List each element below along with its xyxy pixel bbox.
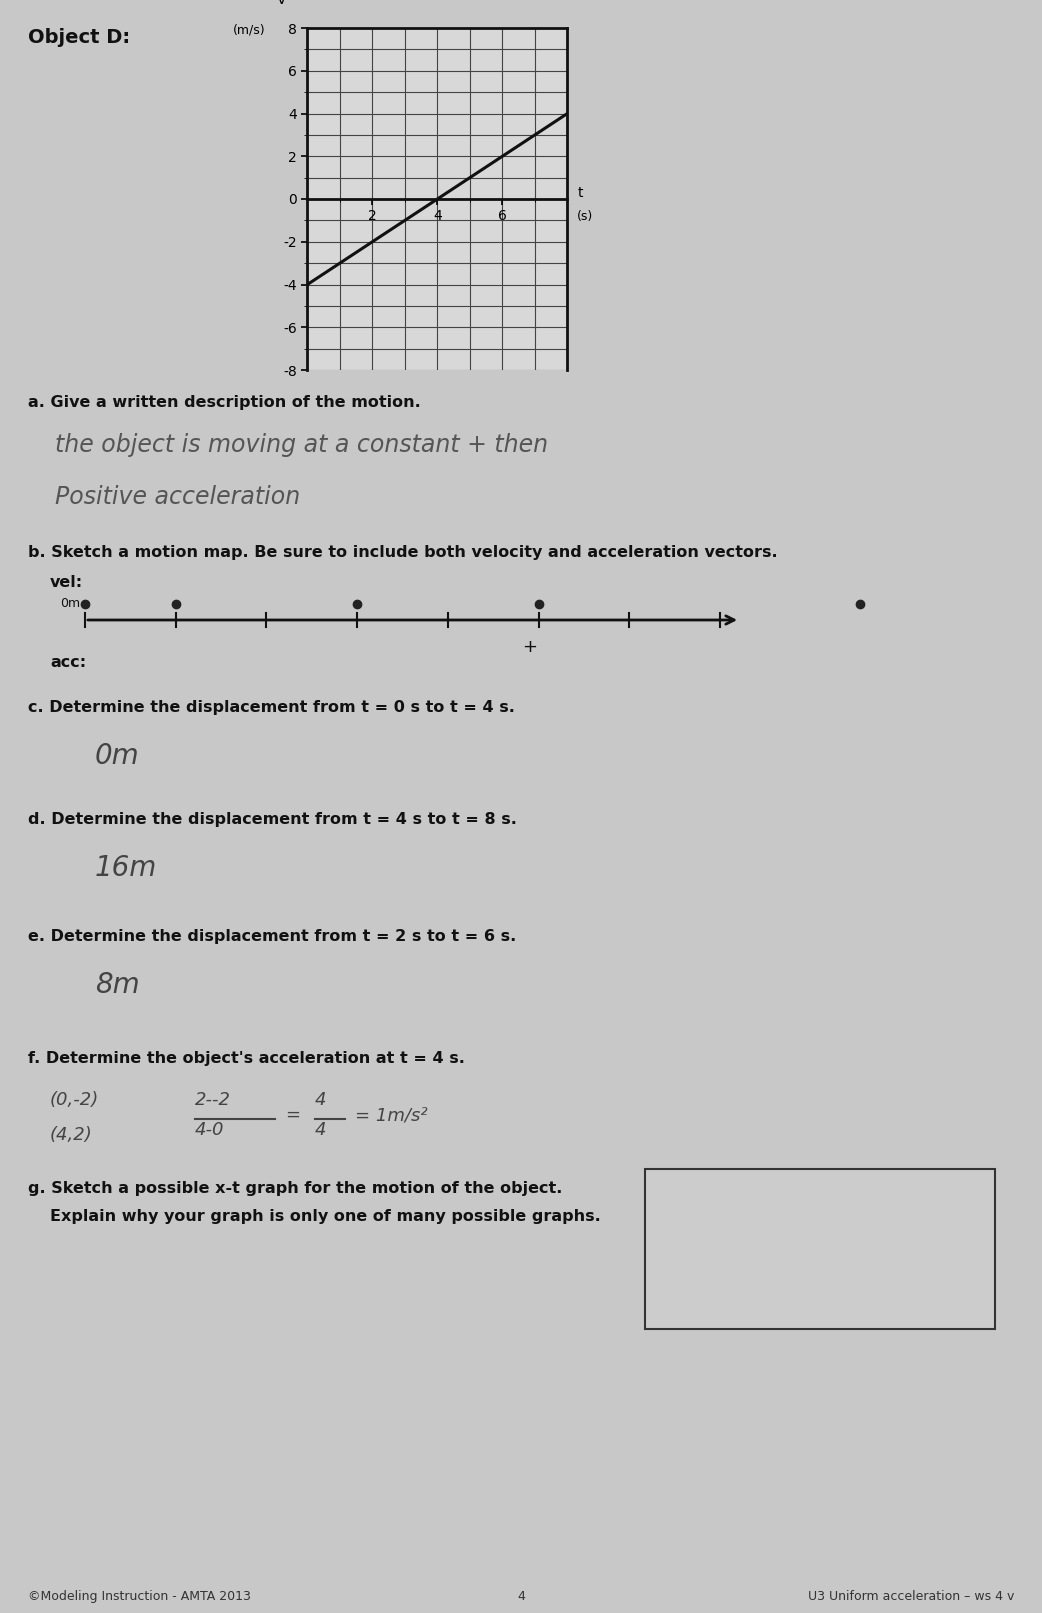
- Text: t: t: [577, 185, 582, 200]
- Text: (0,-2): (0,-2): [50, 1090, 99, 1110]
- Text: 0m: 0m: [59, 597, 80, 610]
- Text: (m/s): (m/s): [232, 24, 266, 37]
- Bar: [645, 1169, 995, 1329]
- Text: f. Determine the object's acceleration at t = 4 s.: f. Determine the object's acceleration a…: [28, 1052, 465, 1066]
- Text: 4: 4: [315, 1090, 326, 1110]
- Text: = 1m/s²: = 1m/s²: [355, 1107, 427, 1124]
- Text: 16m: 16m: [95, 853, 157, 882]
- Text: (s): (s): [577, 210, 593, 223]
- Text: 4-0: 4-0: [195, 1121, 224, 1139]
- Text: 4: 4: [315, 1121, 326, 1139]
- Text: g. Sketch a possible x-t graph for the motion of the object.: g. Sketch a possible x-t graph for the m…: [28, 1181, 563, 1195]
- Text: 0m: 0m: [95, 742, 140, 769]
- Text: 8m: 8m: [95, 971, 140, 998]
- Text: ©Modeling Instruction - AMTA 2013: ©Modeling Instruction - AMTA 2013: [28, 1590, 251, 1603]
- Text: c. Determine the displacement from t = 0 s to t = 4 s.: c. Determine the displacement from t = 0…: [28, 700, 515, 715]
- Text: d. Determine the displacement from t = 4 s to t = 8 s.: d. Determine the displacement from t = 4…: [28, 811, 517, 827]
- Text: a. Give a written description of the motion.: a. Give a written description of the mot…: [28, 395, 421, 410]
- Text: 4: 4: [517, 1590, 525, 1603]
- Text: U3 Uniform acceleration – ws 4 v: U3 Uniform acceleration – ws 4 v: [808, 1590, 1014, 1603]
- Text: (4,2): (4,2): [50, 1126, 93, 1144]
- Text: +: +: [522, 639, 538, 656]
- Text: Positive acceleration: Positive acceleration: [55, 486, 300, 510]
- Text: Object D:: Object D:: [28, 27, 130, 47]
- Text: acc:: acc:: [50, 655, 86, 669]
- Text: e. Determine the displacement from t = 2 s to t = 6 s.: e. Determine the displacement from t = 2…: [28, 929, 516, 944]
- Text: 2--2: 2--2: [195, 1090, 231, 1110]
- Text: Explain why your graph is only one of many possible graphs.: Explain why your graph is only one of ma…: [50, 1210, 601, 1224]
- Text: V: V: [276, 0, 287, 6]
- Text: =: =: [286, 1107, 300, 1124]
- Text: b. Sketch a motion map. Be sure to include both velocity and acceleration vector: b. Sketch a motion map. Be sure to inclu…: [28, 545, 777, 560]
- Text: vel:: vel:: [50, 574, 83, 590]
- Text: the object is moving at a constant + then: the object is moving at a constant + the…: [55, 432, 548, 456]
